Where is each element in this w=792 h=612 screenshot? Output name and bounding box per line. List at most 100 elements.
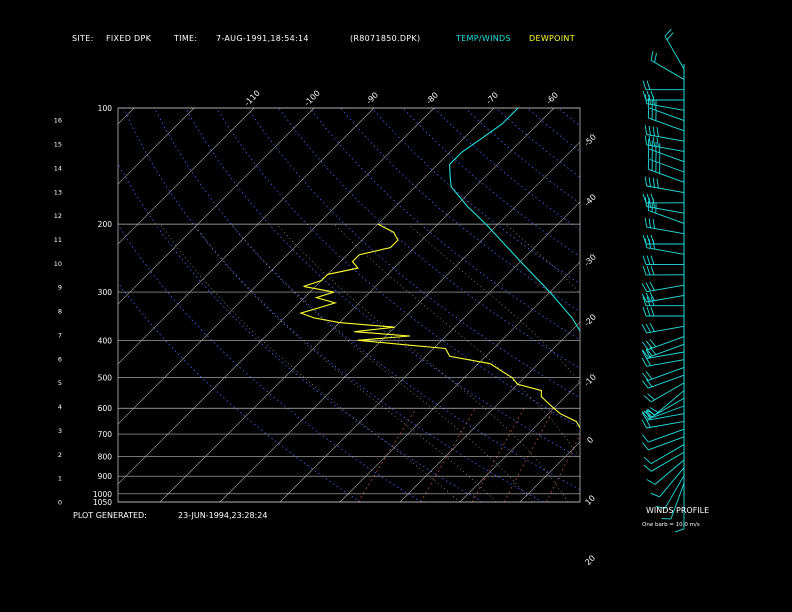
isotherm-line [118, 108, 135, 125]
dry-adiabat [118, 282, 361, 502]
winds-profile-label: WINDS PROFILE [646, 506, 710, 515]
wind-barb [646, 294, 685, 303]
wind-barb-flag [648, 218, 651, 228]
wind-barb [646, 351, 685, 360]
pressure-tick-label: 400 [98, 336, 113, 345]
pressure-tick-label: 200 [98, 220, 113, 229]
wind-barb [646, 144, 685, 152]
wind-barb [664, 35, 685, 70]
wind-barb-flag [643, 410, 652, 418]
wind-barb-flag [650, 51, 654, 61]
wind-barb-flag [646, 193, 651, 204]
wind-barb [648, 158, 685, 173]
wind-barb-flag [646, 306, 651, 317]
wind-barb-flag [642, 442, 649, 451]
wind-barb [648, 405, 685, 420]
wind-barb [648, 117, 685, 132]
isotherm-line [399, 321, 580, 502]
isotherm-label: -10 [582, 372, 598, 388]
wind-barb [648, 148, 685, 163]
wind-barb [646, 206, 685, 214]
wind-barb-flag [646, 296, 651, 306]
isotherm-line [579, 501, 580, 502]
wind-barb-flag [655, 505, 666, 509]
temp-winds-legend: TEMP/WINDS [456, 34, 511, 43]
wind-barb [650, 444, 685, 464]
wind-barb-flag [650, 234, 655, 245]
dry-adiabat [495, 108, 580, 178]
wind-barb-flag [650, 90, 655, 101]
moist-adiabat [160, 223, 461, 502]
wind-barb-flag [645, 348, 653, 357]
wind-barb-flag [643, 456, 652, 464]
isotherm-label: -30 [582, 252, 598, 268]
wind-barb-flag [644, 135, 648, 145]
isotherm-line [459, 381, 580, 502]
wind-barb [648, 374, 685, 389]
wind-barb-flag [649, 407, 659, 413]
isotherm-line [700, 108, 792, 502]
isotherm-line [0, 108, 74, 502]
wind-barb [646, 359, 685, 367]
wind-barb [646, 325, 685, 334]
isotherm-label: -50 [582, 132, 598, 148]
height-tick-label: 9 [58, 284, 62, 292]
isotherm-label: -80 [424, 90, 440, 106]
wind-barb [648, 436, 685, 451]
mixing-ratio-line [503, 408, 555, 502]
dry-adiabat [589, 108, 792, 502]
isotherm-line [118, 108, 315, 305]
site-label: SITE: [72, 34, 94, 43]
wind-barb-flag [642, 90, 647, 101]
wind-barb [654, 390, 685, 416]
wind-barb-flag [656, 127, 659, 137]
dry-adiabat [278, 108, 580, 369]
moist-adiabat [230, 223, 533, 502]
wind-barb [646, 226, 685, 235]
wind-barb-flag [642, 372, 649, 381]
dry-adiabat [216, 108, 580, 429]
isotherm-label: 20 [583, 553, 597, 567]
wind-barb-flag [664, 28, 672, 37]
dry-adiabat [309, 108, 580, 341]
height-tick-label: 10 [54, 260, 62, 268]
dry-adiabat [464, 108, 580, 204]
isotherm-line [118, 108, 495, 485]
wind-barb-flag [642, 234, 647, 245]
plot-frame [117, 107, 581, 503]
wind-barb [646, 247, 685, 255]
wind-barb-flag [646, 234, 651, 245]
wind-barb-flag [656, 178, 659, 189]
time-value: 7-AUG-1991,18:54:14 [216, 34, 309, 43]
wind-barb-flag [650, 255, 655, 265]
pressure-tick-label: 1050 [93, 498, 112, 507]
height-tick-label: 7 [58, 331, 62, 339]
wind-barb [648, 428, 685, 443]
wind-barb-flag [649, 292, 655, 301]
wind-barb-flag [652, 136, 655, 147]
height-tick-label: 12 [54, 212, 62, 220]
dry-adiabat [118, 224, 422, 502]
wind-barb-flag [641, 293, 647, 303]
wind-barb-flag [646, 265, 651, 276]
mixing-ratio-line [420, 408, 476, 502]
plot-generated-label: PLOT GENERATED: [73, 511, 147, 520]
dry-adiabat [118, 162, 483, 502]
wind-barb-flag [647, 393, 655, 401]
wind-barb-flag [645, 292, 651, 302]
wind-barb-flag [641, 419, 647, 429]
wind-barb-flag [646, 255, 651, 265]
isotherm-label: -40 [582, 192, 598, 208]
wind-barb-flag [674, 528, 685, 533]
wind-barb [646, 103, 685, 111]
isotherm-line [118, 108, 375, 365]
wind-barb-flag [642, 80, 647, 90]
wind-barb-flag [644, 125, 648, 135]
mixing-ratio-line [588, 408, 633, 502]
dry-adiabat [154, 108, 580, 490]
wind-barb-flag [645, 379, 653, 388]
plot-generated-value: 23-JUN-1994,23:28:24 [178, 511, 268, 520]
pressure-tick-label: 600 [98, 404, 113, 413]
height-tick-label: 5 [58, 379, 62, 387]
